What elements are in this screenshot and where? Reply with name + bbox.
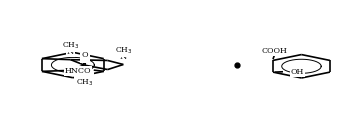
- Text: N: N: [67, 48, 74, 56]
- Text: N: N: [120, 53, 127, 61]
- Text: HNCO: HNCO: [65, 67, 91, 75]
- Text: CH$_3$: CH$_3$: [62, 40, 79, 51]
- Text: OH: OH: [291, 68, 304, 76]
- Text: CH$_3$: CH$_3$: [114, 45, 132, 56]
- Text: CH$_3$: CH$_3$: [76, 78, 93, 88]
- Text: H: H: [81, 54, 88, 62]
- Text: O: O: [82, 51, 89, 59]
- Text: COOH: COOH: [262, 47, 288, 55]
- Text: CH$_3$: CH$_3$: [75, 72, 93, 82]
